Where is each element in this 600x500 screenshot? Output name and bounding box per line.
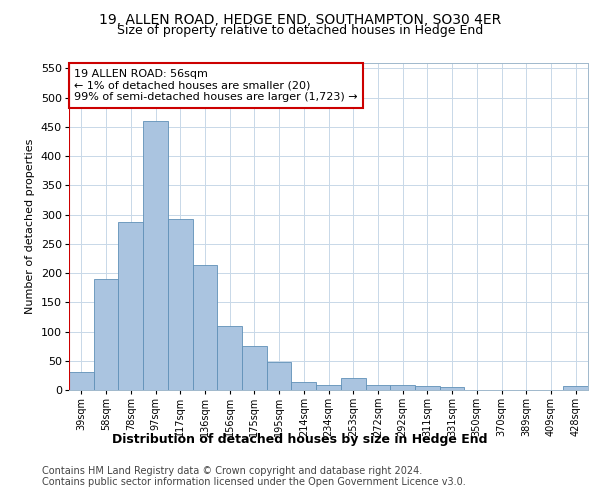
Text: Contains HM Land Registry data © Crown copyright and database right 2024.: Contains HM Land Registry data © Crown c… bbox=[42, 466, 422, 476]
Bar bbox=[193, 266, 217, 390]
Bar bbox=[365, 384, 390, 390]
Bar bbox=[316, 384, 341, 390]
Bar bbox=[143, 121, 168, 390]
Bar bbox=[242, 346, 267, 390]
Bar bbox=[341, 378, 365, 390]
Bar bbox=[217, 326, 242, 390]
Bar bbox=[267, 362, 292, 390]
Bar bbox=[94, 279, 118, 390]
Text: Size of property relative to detached houses in Hedge End: Size of property relative to detached ho… bbox=[117, 24, 483, 37]
Bar bbox=[390, 386, 415, 390]
Text: 19, ALLEN ROAD, HEDGE END, SOUTHAMPTON, SO30 4ER: 19, ALLEN ROAD, HEDGE END, SOUTHAMPTON, … bbox=[99, 12, 501, 26]
Text: Distribution of detached houses by size in Hedge End: Distribution of detached houses by size … bbox=[112, 432, 488, 446]
Bar bbox=[292, 382, 316, 390]
Y-axis label: Number of detached properties: Number of detached properties bbox=[25, 138, 35, 314]
Bar bbox=[168, 219, 193, 390]
Bar bbox=[440, 387, 464, 390]
Text: 19 ALLEN ROAD: 56sqm
← 1% of detached houses are smaller (20)
99% of semi-detach: 19 ALLEN ROAD: 56sqm ← 1% of detached ho… bbox=[74, 69, 358, 102]
Bar bbox=[69, 372, 94, 390]
Text: Contains public sector information licensed under the Open Government Licence v3: Contains public sector information licen… bbox=[42, 477, 466, 487]
Bar bbox=[563, 386, 588, 390]
Bar bbox=[118, 222, 143, 390]
Bar bbox=[415, 386, 440, 390]
